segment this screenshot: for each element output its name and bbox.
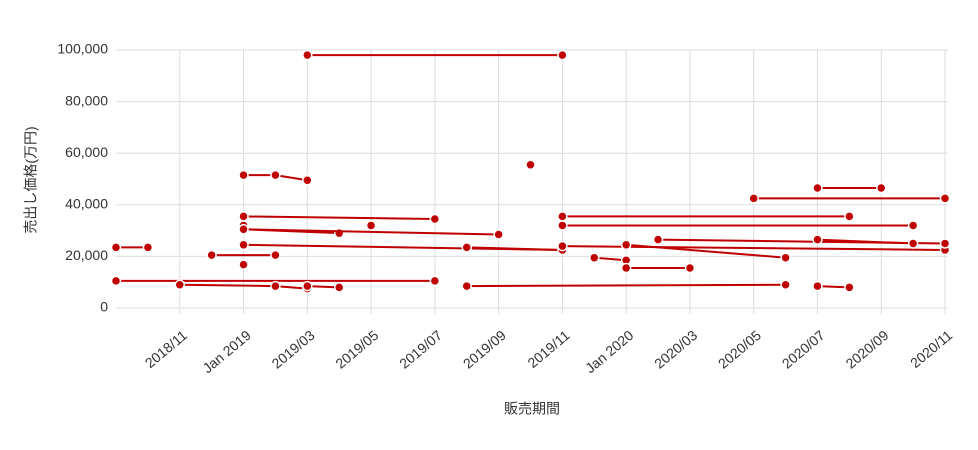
- listing-point: [557, 220, 568, 231]
- listing-point: [429, 275, 441, 287]
- listing-point: [748, 193, 759, 204]
- listing-point: [429, 213, 441, 225]
- y-tick-label: 20,000: [65, 247, 108, 263]
- listing-point: [684, 262, 696, 274]
- y-axis-title: 売出し価格(万円): [23, 126, 39, 233]
- listing-line: [466, 283, 786, 288]
- listing-point: [238, 259, 249, 270]
- listing-point: [525, 159, 536, 171]
- x-tick-label: 2020/11: [907, 327, 955, 371]
- y-tick-label: 0: [100, 299, 108, 315]
- listing-point: [238, 211, 249, 222]
- listing-point: [812, 182, 823, 194]
- listing-point: [302, 49, 313, 61]
- listing-line: [817, 238, 914, 245]
- x-tick-label: 2020/07: [779, 327, 828, 372]
- listing-point: [110, 275, 122, 287]
- x-tick-label: Jan 2020: [582, 327, 637, 376]
- y-tick-label: 80,000: [65, 92, 108, 108]
- listing-point: [875, 182, 887, 194]
- listing-line: [307, 285, 340, 289]
- x-tick-label: 2020/09: [842, 327, 891, 372]
- listing-point: [333, 282, 345, 293]
- listing-point: [302, 280, 313, 292]
- listing-line: [817, 285, 850, 289]
- listing-point: [270, 169, 281, 181]
- x-tick-label: 2019/09: [460, 327, 509, 372]
- listing-point: [302, 175, 313, 186]
- listing-point: [812, 234, 823, 245]
- listing-point: [907, 238, 919, 249]
- listing-point: [238, 224, 249, 235]
- listing-point: [493, 229, 504, 240]
- listing-point: [461, 242, 472, 253]
- listing-line: [626, 243, 786, 259]
- listing-point: [844, 211, 855, 222]
- listing-point: [238, 169, 249, 181]
- listing-point: [780, 279, 791, 291]
- listing-line: [466, 246, 563, 251]
- listing-point: [620, 239, 632, 251]
- listing-point: [365, 220, 377, 231]
- listing-point: [844, 282, 855, 293]
- listing-point: [589, 252, 600, 263]
- listing-point: [652, 234, 664, 245]
- listing-line: [594, 256, 627, 262]
- listing-point: [939, 193, 951, 204]
- listing-point: [907, 220, 919, 231]
- x-tick-label: 2020/03: [651, 327, 700, 372]
- listing-line: [243, 228, 499, 236]
- x-tick-label: 2020/05: [715, 327, 764, 372]
- listing-point: [142, 242, 154, 253]
- listing-point: [461, 280, 472, 292]
- y-tick-label: 40,000: [65, 196, 108, 212]
- listing-point: [939, 238, 951, 249]
- x-tick-label: 2019/11: [524, 327, 572, 371]
- listing-point: [270, 280, 281, 292]
- x-axis-title: 販売期間: [504, 401, 560, 417]
- x-tick-label: 2018/11: [142, 327, 190, 371]
- listing-point: [780, 252, 791, 263]
- x-tick-label: Jan 2019: [199, 327, 254, 376]
- listing-line: [243, 215, 435, 220]
- x-tick-label: 2019/05: [332, 327, 381, 372]
- y-tick-label: 100,000: [57, 41, 108, 57]
- listing-point: [174, 279, 186, 291]
- listing-point: [557, 49, 568, 61]
- x-tick-label: 2019/07: [396, 327, 445, 372]
- listing-point: [620, 262, 632, 274]
- listing-point: [557, 211, 568, 222]
- listing-point: [333, 227, 345, 239]
- listing-point: [238, 239, 249, 251]
- listing-point: [270, 249, 281, 261]
- listing-point: [812, 280, 823, 292]
- y-tick-label: 60,000: [65, 144, 108, 160]
- listing-point: [557, 240, 568, 252]
- x-tick-label: 2019/03: [269, 327, 318, 372]
- listing-point: [110, 242, 122, 253]
- listing-point: [206, 249, 217, 261]
